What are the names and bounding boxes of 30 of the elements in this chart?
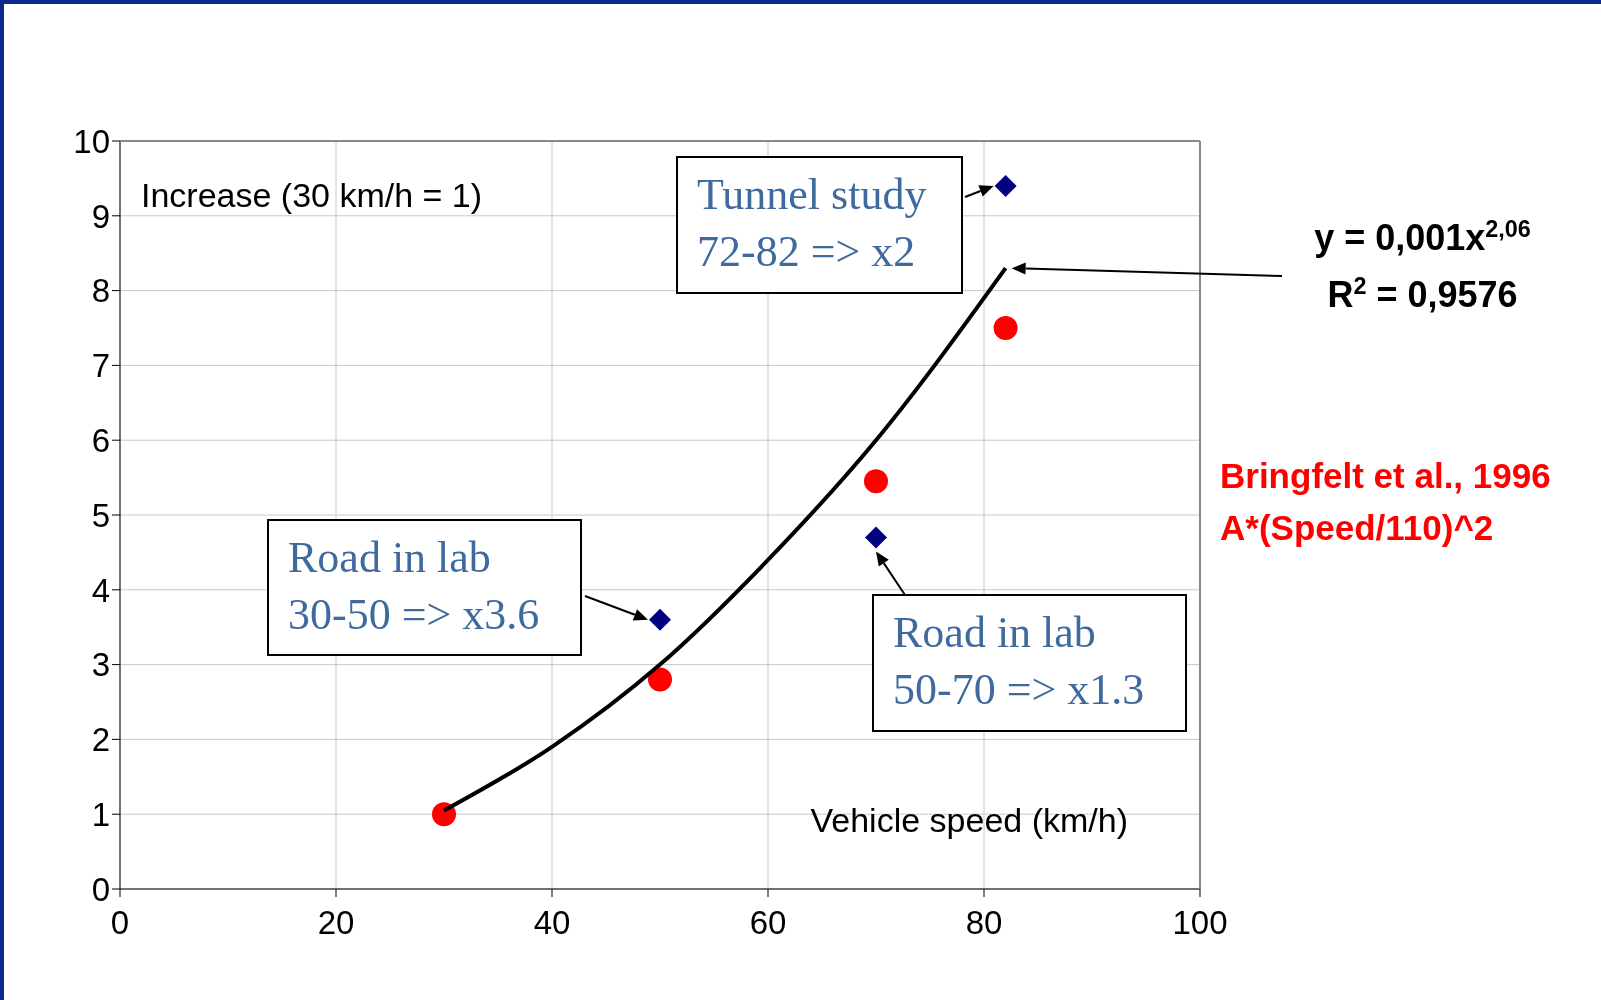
x-tick-label: 40 [533, 904, 571, 942]
y-tick-label: 2 [91, 721, 110, 759]
point [432, 802, 456, 827]
y-tick-label: 4 [91, 571, 110, 609]
x-axis-title: Vehicle speed (km/h) [810, 801, 1128, 839]
x-tick-label: 100 [1172, 904, 1228, 942]
point [649, 608, 671, 631]
annotation: Road in lab 50-70 => x1.3 [893, 608, 1145, 714]
point [648, 667, 672, 692]
y-tick-label: 6 [91, 421, 110, 459]
y-tick-label: 9 [91, 197, 110, 235]
y-axis-title: Increase (30 km/h = 1) [141, 176, 483, 214]
x-tick-label: 60 [749, 904, 787, 942]
y-tick-label: 0 [91, 870, 110, 908]
annotation: Tunnel study 72-82 => x2 [697, 170, 927, 276]
annotation: Road in lab 30-50 => x3.6 [288, 533, 540, 639]
y-tick-label: 8 [91, 272, 110, 310]
x-tick-label: 80 [965, 904, 1003, 942]
point [994, 174, 1017, 197]
y-tick-label: 5 [91, 496, 110, 534]
point [993, 316, 1018, 340]
y-tick-label: 10 [73, 122, 110, 160]
y-tick-label: 1 [91, 795, 110, 833]
x-tick-label: 20 [317, 904, 355, 942]
point [865, 526, 887, 549]
y-tick-label: 7 [91, 347, 110, 385]
point [864, 469, 888, 494]
y-tick-label: 3 [91, 646, 110, 684]
text: y = 0,001x$^{2,06}$ R$^{2}$ = 0,9576 [1314, 216, 1531, 315]
text: Bringfelt et al., 1996 A*(Speed/110)^2 [1220, 456, 1551, 547]
